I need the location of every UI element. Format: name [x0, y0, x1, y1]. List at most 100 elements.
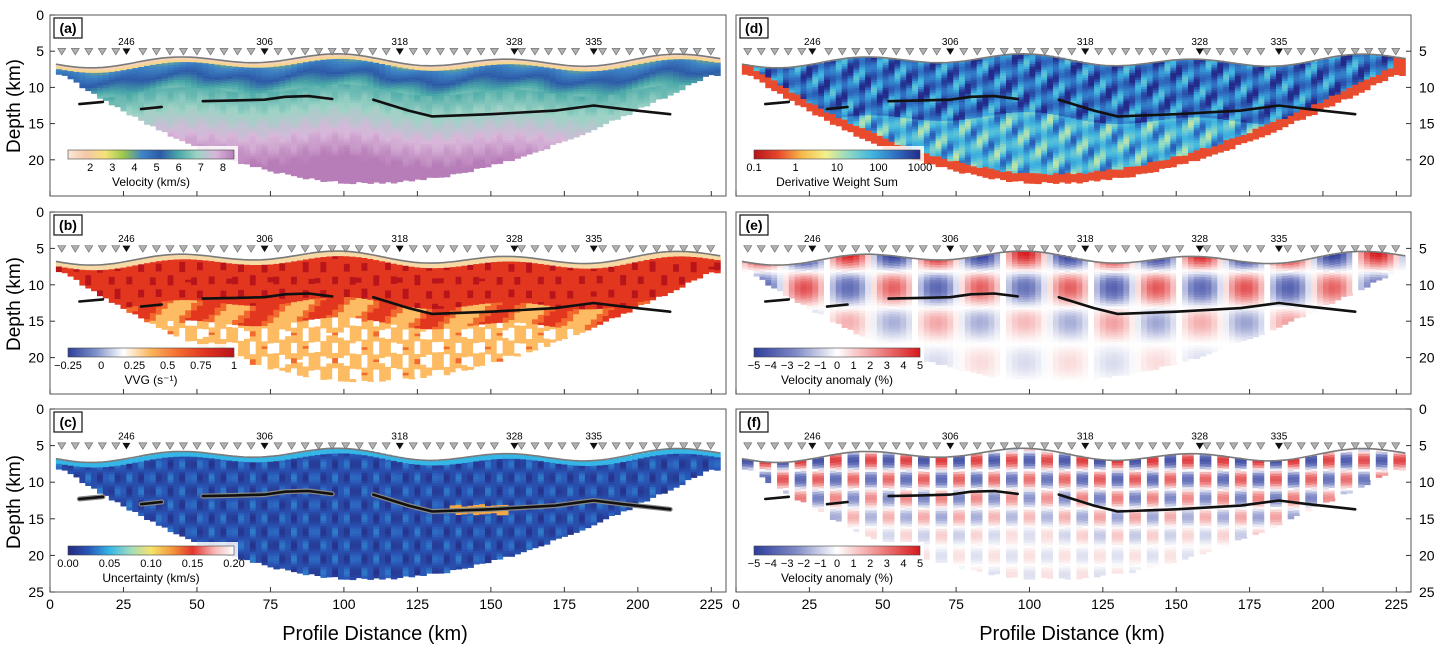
station-markers-d: 246 306 318 328 335	[743, 37, 1401, 56]
x-tick-label: 0	[46, 596, 54, 612]
colorbar-tick: 5	[917, 360, 923, 372]
y-tick-label: 15	[28, 116, 44, 132]
x-tick-label: 100	[332, 596, 356, 612]
x-tick-label: 175	[553, 596, 577, 612]
y-tick-label: 0	[1419, 401, 1427, 417]
colorbar-tick: 6	[176, 162, 182, 174]
y-ticks-f: 0 5 10 15 20 25	[1406, 401, 1435, 600]
station-marker	[260, 442, 269, 450]
y-ticks-a: 0 5 10 15 20	[28, 7, 55, 168]
interface-line	[78, 495, 105, 501]
x-tick-label: 125	[1091, 596, 1115, 612]
station-label: 306	[256, 234, 273, 245]
panel-label-e: (e)	[739, 214, 769, 236]
y-tick-label: 25	[28, 584, 44, 600]
station-marker	[510, 442, 519, 450]
colorbar-tick: 4	[900, 558, 906, 570]
x-tick-label: 75	[263, 596, 279, 612]
interface-line	[887, 292, 1019, 300]
colorbar-tick: 2	[867, 558, 873, 570]
colorbar-tick: 4	[131, 162, 137, 174]
y-tick-label: 15	[1419, 511, 1435, 527]
model-field-b	[55, 250, 721, 383]
station-marker	[808, 48, 817, 55]
model-field-a	[55, 52, 721, 185]
colorbar-label: Velocity (km/s)	[112, 175, 190, 189]
surface-line-e	[741, 250, 1406, 266]
station-marker	[510, 48, 519, 55]
interface-line	[1057, 98, 1357, 118]
colorbar-tick: 0	[98, 360, 104, 372]
y-ticks-d: 5 10 15 20	[1406, 43, 1435, 168]
colorbar-tick: 0	[834, 360, 840, 372]
y-tick-label: 0	[36, 204, 44, 220]
station-markers-b: 246 306 318 328 335	[57, 234, 716, 253]
y-tick-label: 10	[28, 277, 44, 293]
station-marker	[589, 442, 598, 450]
colorbar-tick: 0.75	[190, 360, 211, 372]
colorbar-label: Velocity anomaly (%)	[781, 373, 893, 387]
colorbar-tick: 3	[884, 360, 890, 372]
station-markers-e: 246 306 318 328 335	[743, 234, 1401, 253]
colorbar-f: −5 −4 −3 −2 −1 0 1 2 3 4 5 Velocity anomaly (%)	[748, 542, 924, 586]
colorbar-tick: 1	[851, 360, 857, 372]
svg-text:(a): (a)	[59, 20, 76, 36]
x-tick-label: 25	[802, 596, 818, 612]
x-tick-label: 50	[875, 596, 891, 612]
colorbar-tick: −4	[764, 360, 777, 372]
interface-line	[372, 493, 672, 513]
station-marker	[1274, 245, 1283, 253]
colorbar-gradient	[753, 149, 921, 160]
y-tick-label: 20	[28, 547, 44, 563]
station-marker	[1195, 442, 1204, 450]
station-marker	[946, 245, 955, 253]
station-marker	[395, 245, 404, 253]
surface-line-f	[741, 447, 1406, 464]
interface-line	[764, 100, 791, 106]
y-axis-label-a: Depth (km)	[4, 59, 25, 153]
station-label: 246	[118, 431, 135, 442]
station-label: 335	[585, 234, 602, 245]
y-tick-label: 10	[1419, 474, 1435, 490]
surface-line-c	[55, 447, 721, 464]
colorbar-gradient	[753, 347, 921, 358]
interface-line	[1057, 493, 1357, 513]
interface-line	[139, 303, 163, 308]
station-label: 328	[1191, 234, 1208, 245]
model-field-f	[741, 447, 1406, 581]
colorbar-b: −0.25 0 0.25 0.5 0.75 1 VVG (s⁻¹)	[54, 344, 238, 388]
interface-line	[1057, 295, 1357, 316]
station-label: 246	[118, 234, 135, 245]
station-label: 318	[1077, 37, 1094, 48]
x-tick-label: 200	[626, 596, 650, 612]
y-tick-label: 10	[28, 474, 44, 490]
colorbar-gradient	[67, 347, 235, 358]
y-axis-label-b: Depth (km)	[4, 257, 25, 351]
colorbar-tick: −2	[798, 360, 811, 372]
panel-label-d: (d)	[739, 17, 769, 39]
colorbar-tick: −4	[764, 558, 777, 570]
interface-line	[887, 94, 1019, 103]
panel-d: 246 306 318 328 335 5 10 15 20 (d) 0.1 1 10 100 1000 De…	[735, 14, 1435, 197]
y-tick-label: 20	[28, 152, 44, 168]
y-tick-label: 25	[1419, 584, 1435, 600]
colorbar-gradient	[67, 545, 235, 556]
y-tick-label: 20	[1419, 547, 1435, 563]
x-ticks-d	[735, 191, 1397, 196]
interface-line	[764, 495, 791, 501]
x-ticks-c: 0 25 50 75 100 125 150 175 200 225	[46, 587, 723, 612]
x-tick-label: 50	[189, 596, 205, 612]
y-ticks-b: 0 5 10 15 20	[28, 204, 55, 366]
colorbar-label: Uncertainty (km/s)	[102, 571, 199, 585]
station-label: 318	[1077, 234, 1094, 245]
x-tick-label: 100	[1018, 596, 1042, 612]
interface-line	[825, 105, 849, 111]
y-tick-label: 0	[36, 401, 44, 417]
station-label: 328	[506, 431, 523, 442]
panel-label-a: (a)	[53, 17, 83, 39]
colorbar-tick: 4	[900, 360, 906, 372]
interface-line	[201, 94, 334, 103]
x-tick-label: 175	[1238, 596, 1262, 612]
